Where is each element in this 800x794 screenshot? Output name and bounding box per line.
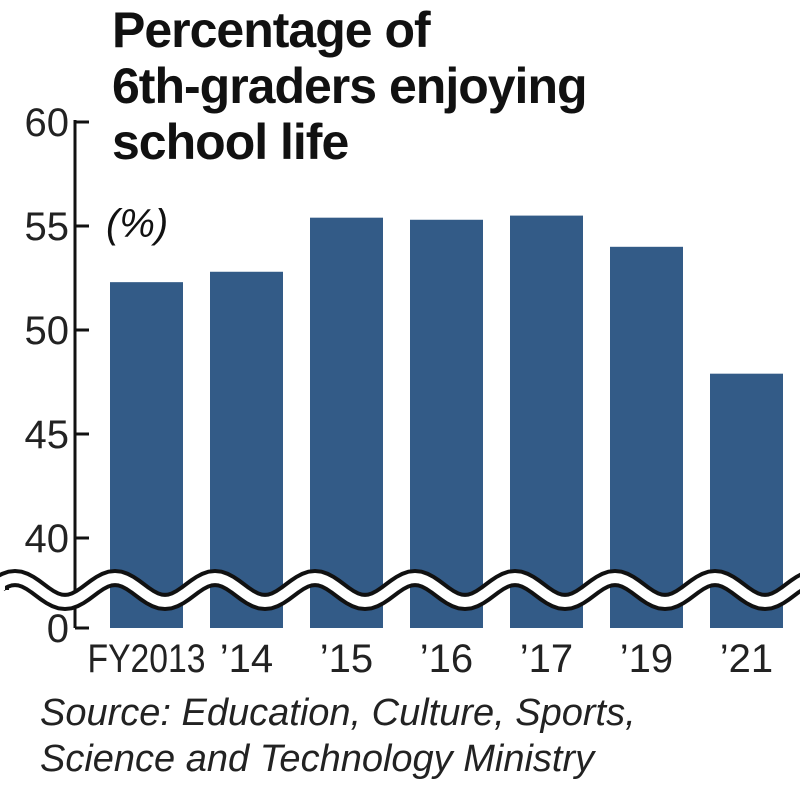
- bar-chart: FY2013 ’14 ’15 ’16 ’17 ’19 ’21 60 55 50 45 40 0: [0, 101, 800, 681]
- axis-break-wave: [0, 572, 800, 608]
- bar-2: [310, 217, 383, 628]
- x-tick-label-6: ’21: [720, 637, 773, 681]
- y-tick-label-2: 50: [25, 309, 70, 353]
- y-tick-label-0: 60: [25, 101, 70, 145]
- source-line-1: Source: Education, Culture, Sports,: [40, 692, 636, 734]
- y-tick-label-3: 45: [25, 413, 70, 457]
- title-line-3: school life: [112, 114, 349, 170]
- x-tick-label-2: ’15: [320, 637, 373, 681]
- y-tick-label-1: 55: [25, 205, 70, 249]
- y-tick-label-zero: 0: [47, 607, 69, 651]
- x-tick-label-0: FY2013: [88, 637, 206, 681]
- chart-title: Percentage of 6th-graders enjoying schoo…: [112, 2, 588, 170]
- source-line-2: Science and Technology Ministry: [40, 738, 595, 780]
- bar-4: [510, 215, 583, 628]
- bar-3: [410, 219, 483, 628]
- x-tick-label-3: ’16: [420, 637, 473, 681]
- x-tick-label-5: ’19: [620, 637, 673, 681]
- title-line-2: 6th-graders enjoying: [112, 58, 588, 114]
- x-tick-label-1: ’14: [220, 637, 273, 681]
- unit-label: (%): [106, 202, 169, 246]
- bar-1: [210, 271, 283, 628]
- title-line-1: Percentage of: [112, 2, 431, 58]
- y-tick-label-4: 40: [25, 517, 70, 561]
- bar-5: [610, 246, 683, 629]
- source-note: Source: Education, Culture, Sports, Scie…: [40, 690, 636, 782]
- x-tick-label-4: ’17: [520, 637, 573, 681]
